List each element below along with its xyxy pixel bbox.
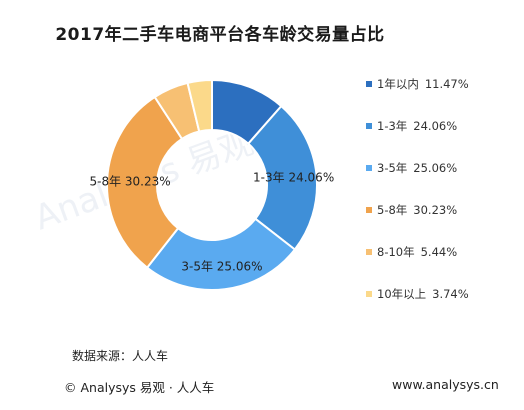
slice-label-2: 3-5年 25.06%: [181, 259, 262, 273]
footer-url: www.analysys.cn: [392, 377, 499, 392]
donut-slices: [106, 78, 318, 291]
slice-5: [186, 78, 213, 133]
slice-label-1: 1-3年 24.06%: [253, 170, 334, 184]
legend-label: 10年以上: [377, 287, 427, 301]
legend-value: 30.23%: [413, 203, 458, 217]
legend-item-1: 1-3年 24.06%: [366, 118, 457, 134]
legend-label: 1-3年: [377, 119, 408, 133]
slice-1: [246, 104, 318, 251]
legend-value: 11.47%: [424, 77, 469, 91]
chart-title: 2017年二手车电商平台各车龄交易量占比: [55, 25, 385, 45]
legend-swatch: [366, 123, 372, 129]
legend-item-0: 1年以内 11.47%: [366, 76, 469, 92]
legend-item-2: 3-5年 25.06%: [366, 160, 457, 176]
legend-label: 3-5年: [377, 161, 408, 175]
legend-swatch: [366, 165, 372, 171]
legend-value: 5.44%: [420, 245, 458, 259]
footer-copyright: © Analysys 易观 · 人人车: [64, 380, 215, 395]
legend-label: 8-10年: [377, 245, 415, 259]
legend-item-3: 5-8年 30.23%: [366, 202, 457, 218]
legend-label: 1年以内: [377, 77, 419, 91]
legend-item-5: 10年以上 3.74%: [366, 286, 469, 302]
legend-swatch: [366, 291, 372, 297]
legend-value: 25.06%: [413, 161, 458, 175]
legend-swatch: [366, 81, 372, 87]
legend-swatch: [366, 249, 372, 255]
legend-value: 3.74%: [432, 287, 469, 301]
slice-3: [106, 95, 184, 270]
slice-2: [145, 217, 297, 291]
slice-labels: 1-3年 24.06% 3-5年 25.06% 5-8年 30.23%: [89, 170, 334, 273]
legend-label: 5-8年: [377, 203, 408, 217]
slice-label-3: 5-8年 30.23%: [89, 174, 170, 188]
legend-swatch: [366, 207, 372, 213]
data-source: 数据来源：人人车: [72, 349, 169, 363]
legend-value: 24.06%: [413, 119, 458, 133]
legend-item-4: 8-10年 5.44%: [366, 244, 457, 260]
